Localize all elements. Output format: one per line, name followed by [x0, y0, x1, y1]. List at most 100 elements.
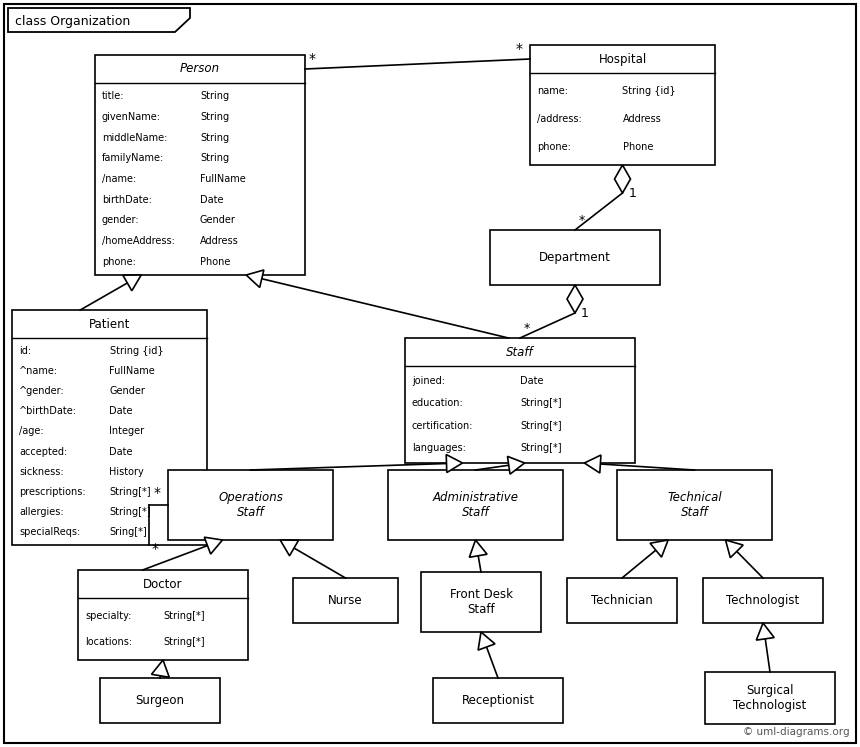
Text: *: * [524, 322, 531, 335]
Text: 1: 1 [629, 187, 636, 200]
Bar [168, 470, 333, 540]
Bar [405, 338, 635, 463]
Text: specialty:: specialty: [85, 610, 132, 621]
Text: FullName: FullName [200, 174, 246, 184]
Text: String: String [200, 91, 229, 102]
Polygon shape [507, 456, 525, 474]
Text: accepted:: accepted: [19, 447, 67, 456]
Polygon shape [446, 454, 463, 473]
Text: givenName:: givenName: [102, 112, 161, 122]
Text: Administrative
Staff: Administrative Staff [433, 491, 519, 519]
Bar [78, 570, 248, 660]
Bar [617, 470, 772, 540]
Polygon shape [151, 660, 169, 678]
Text: String: String [200, 153, 229, 164]
Text: gender:: gender: [102, 215, 139, 226]
Polygon shape [205, 537, 223, 554]
Bar [388, 470, 563, 540]
Text: Address: Address [200, 236, 239, 246]
Text: ^birthDate:: ^birthDate: [19, 406, 77, 416]
Bar [421, 572, 541, 632]
Polygon shape [567, 285, 583, 313]
Polygon shape [470, 540, 487, 557]
Text: Date: Date [109, 447, 133, 456]
Text: Staff: Staff [507, 346, 534, 359]
Text: Hospital: Hospital [599, 52, 647, 66]
Text: sickness:: sickness: [19, 467, 64, 477]
Text: String {id}: String {id} [623, 86, 676, 96]
Text: String[*]: String[*] [163, 610, 205, 621]
Text: id:: id: [19, 346, 31, 356]
Text: familyName:: familyName: [102, 153, 164, 164]
Text: String[*]: String[*] [109, 487, 151, 497]
Text: String[*]: String[*] [520, 443, 562, 453]
Text: Technical
Staff: Technical Staff [667, 491, 722, 519]
Text: Department: Department [539, 251, 611, 264]
Text: Technologist: Technologist [727, 594, 800, 607]
Text: String {id}: String {id} [109, 346, 163, 356]
Text: /age:: /age: [19, 427, 44, 436]
Text: History: History [109, 467, 144, 477]
Bar [490, 230, 660, 285]
Bar [705, 672, 835, 724]
Bar [100, 678, 220, 723]
Text: *: * [516, 42, 523, 56]
Text: education:: education: [412, 398, 464, 408]
Text: Doctor: Doctor [144, 577, 182, 590]
Bar [293, 578, 398, 623]
Polygon shape [726, 540, 743, 558]
Text: Address: Address [623, 114, 661, 124]
Text: Patient: Patient [89, 317, 130, 330]
Text: Date: Date [109, 406, 133, 416]
Text: locations:: locations: [85, 637, 132, 648]
Bar [12, 310, 207, 545]
Text: phone:: phone: [537, 142, 571, 152]
Text: certification:: certification: [412, 421, 474, 431]
Text: © uml-diagrams.org: © uml-diagrams.org [743, 727, 850, 737]
Text: specialReqs:: specialReqs: [19, 527, 80, 537]
Text: Person: Person [180, 63, 220, 75]
Text: birthDate:: birthDate: [102, 195, 152, 205]
Text: Surgeon: Surgeon [136, 694, 185, 707]
Text: ^name:: ^name: [19, 366, 58, 376]
Text: Gender: Gender [200, 215, 236, 226]
Bar [567, 578, 677, 623]
Text: class Organization: class Organization [15, 16, 130, 28]
Bar [95, 55, 305, 275]
Text: String[*]: String[*] [163, 637, 205, 648]
Text: FullName: FullName [109, 366, 156, 376]
Bar [433, 678, 563, 723]
Text: Sring[*]: Sring[*] [109, 527, 147, 537]
Text: Gender: Gender [109, 386, 145, 396]
Text: phone:: phone: [102, 256, 136, 267]
Polygon shape [615, 165, 630, 193]
Text: String[*]: String[*] [520, 421, 562, 431]
Polygon shape [8, 8, 190, 32]
Polygon shape [478, 632, 495, 650]
Text: middleName:: middleName: [102, 133, 168, 143]
Text: Operations
Staff: Operations Staff [218, 491, 283, 519]
Text: Nurse: Nurse [329, 594, 363, 607]
Text: allergies:: allergies: [19, 507, 64, 517]
Text: prescriptions:: prescriptions: [19, 487, 86, 497]
Text: ^gender:: ^gender: [19, 386, 64, 396]
Text: title:: title: [102, 91, 125, 102]
Bar [703, 578, 823, 623]
Text: *: * [151, 542, 158, 556]
Polygon shape [246, 270, 264, 288]
Text: Phone: Phone [200, 256, 230, 267]
Text: String: String [200, 133, 229, 143]
Text: *: * [154, 486, 161, 500]
Text: languages:: languages: [412, 443, 466, 453]
Text: joined:: joined: [412, 376, 445, 385]
Text: /name:: /name: [102, 174, 136, 184]
Text: String[*]: String[*] [109, 507, 151, 517]
Text: Date: Date [520, 376, 544, 385]
Text: Front Desk
Staff: Front Desk Staff [450, 588, 513, 616]
Text: name:: name: [537, 86, 568, 96]
Text: String: String [200, 112, 229, 122]
Polygon shape [585, 455, 601, 473]
Text: *: * [309, 52, 316, 66]
Text: /homeAddress:: /homeAddress: [102, 236, 175, 246]
Text: 1: 1 [581, 307, 589, 320]
